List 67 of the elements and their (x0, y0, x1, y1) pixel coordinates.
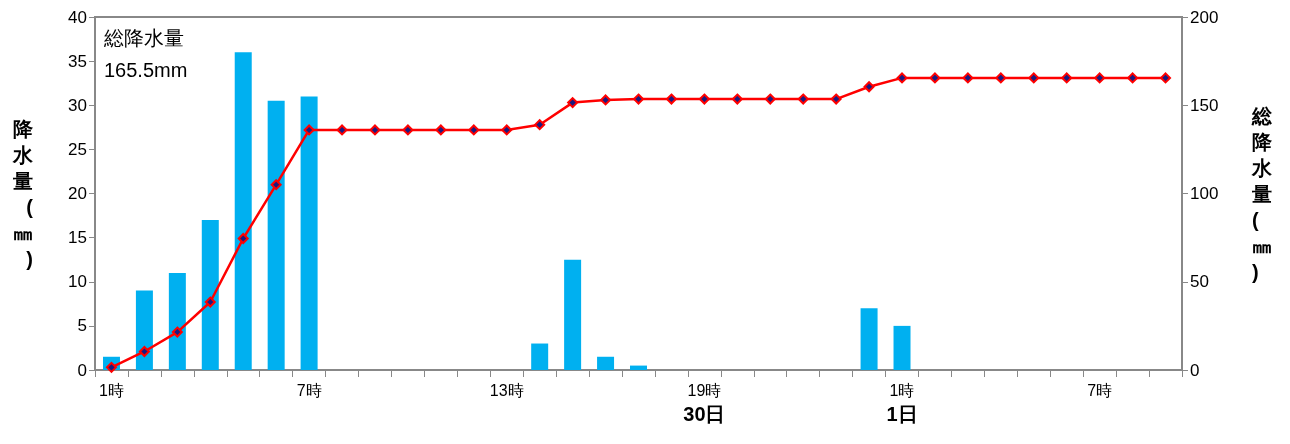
y-tick-label: 40 (68, 7, 87, 27)
bar (893, 325, 911, 370)
y-tick-label: 25 (68, 139, 87, 159)
point (369, 124, 381, 136)
y-tick-label: 15 (68, 228, 87, 248)
point (863, 81, 875, 93)
point (237, 233, 249, 245)
y2-axis-title: 総降水量(㎜) (1251, 104, 1273, 283)
bar (168, 272, 186, 370)
point (797, 93, 809, 105)
point (830, 93, 842, 105)
point (731, 93, 743, 105)
x-tick-label: 19時 30日 (683, 381, 726, 425)
point (204, 296, 216, 308)
point (633, 93, 644, 105)
y2-tick-label: 100 (1190, 184, 1219, 203)
point (896, 72, 908, 84)
point (270, 179, 282, 191)
x-tick-label: 7時 (1087, 381, 1113, 399)
x-tick-label: 1時 (99, 381, 124, 399)
point (468, 124, 480, 136)
point (435, 124, 447, 136)
point (534, 119, 546, 131)
y2-tick-label: 50 (1190, 272, 1209, 292)
y-axis-title: 降水量(㎜) (12, 117, 34, 270)
bar (597, 356, 615, 370)
point (501, 124, 513, 136)
point (402, 124, 414, 136)
y-tick-label: 5 (77, 316, 87, 336)
point (1094, 72, 1106, 84)
y-tick-label: 20 (68, 184, 87, 203)
bar (860, 308, 878, 370)
bar (300, 96, 318, 370)
y-tick-label: 0 (77, 360, 87, 380)
bar (531, 343, 549, 370)
x-tick-label: 13時 (489, 381, 524, 399)
point (698, 93, 710, 105)
bar (564, 259, 582, 370)
y2-tick-label: 150 (1190, 95, 1219, 115)
point (600, 94, 612, 106)
point (1061, 72, 1073, 84)
point (665, 93, 677, 105)
bar (201, 219, 219, 370)
bar (135, 290, 153, 370)
point (138, 345, 150, 357)
point (929, 72, 941, 84)
point (764, 93, 776, 105)
bar (267, 100, 285, 370)
y-tick-label: 10 (68, 272, 87, 292)
point (995, 72, 1007, 84)
point (1160, 72, 1172, 84)
y-tick-label: 30 (68, 95, 87, 115)
point (567, 97, 579, 109)
bar (630, 365, 647, 370)
point (336, 124, 348, 136)
bar (234, 52, 252, 370)
y2-tick-label: 200 (1190, 7, 1219, 27)
x-tick-label: 1時 1日 (886, 381, 918, 425)
y2-tick-label: 0 (1190, 360, 1200, 380)
point (303, 124, 315, 136)
x-tick-label: 7時 (296, 381, 322, 399)
y-tick-label: 35 (68, 51, 87, 71)
point (1028, 72, 1040, 84)
point (171, 326, 183, 338)
point (962, 72, 974, 84)
point (1127, 72, 1139, 84)
annotation: 総降水量 165.5mm (103, 27, 188, 81)
